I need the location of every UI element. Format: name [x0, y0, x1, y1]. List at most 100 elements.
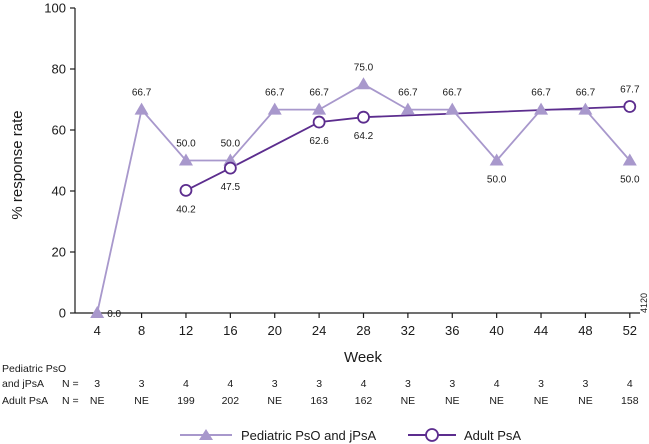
data-point-pediatric: [90, 306, 105, 318]
n-pediatric-value: 4: [361, 378, 367, 390]
x-tick-label: 4: [94, 323, 101, 338]
legend: Pediatric PsO and jPsA Adult PsA: [180, 428, 521, 443]
n-row-pediatric-values: 3 3 4 4 3 3 4 3 3 4 3 3 4: [94, 378, 633, 390]
x-tick-label: 8: [138, 323, 145, 338]
n-pediatric-value: 3: [272, 378, 278, 390]
data-label-pediatric: 50.0: [620, 175, 640, 186]
x-tick-label: 32: [401, 323, 415, 338]
n-row-pediatric-label-line1: Pediatric PsO: [2, 363, 66, 375]
data-point-pediatric: [489, 153, 504, 166]
data-point-pediatric: [134, 102, 149, 115]
y-tick-label: 100: [44, 1, 66, 16]
data-label-pediatric: 66.7: [398, 88, 418, 99]
y-tick-label: 40: [52, 184, 66, 199]
n-adult-value: NE: [534, 395, 549, 407]
n-row-pediatric-label-line2: and jPsA: [2, 378, 44, 390]
data-label-adult: 62.6: [309, 136, 329, 147]
data-label-pediatric: 66.7: [309, 88, 329, 99]
data-point-pediatric: [223, 153, 238, 166]
n-pediatric-value: 3: [583, 378, 589, 390]
data-point-pediatric: [445, 102, 460, 115]
data-label-pediatric: 75.0: [354, 62, 374, 73]
data-label-pediatric: 0.0: [107, 309, 121, 320]
data-point-pediatric: [356, 77, 371, 90]
data-point-adult: [312, 115, 326, 129]
n-row-adult-label: Adult PsA: [2, 395, 48, 407]
data-point-pediatric: [400, 102, 415, 115]
x-tick-label: 28: [356, 323, 370, 338]
n-adult-value: NE: [401, 395, 416, 407]
x-tick-label: 40: [489, 323, 503, 338]
x-tick-label: 44: [534, 323, 548, 338]
n-pediatric-value: 3: [94, 378, 100, 390]
data-point-adult: [357, 110, 370, 124]
data-point-pediatric: [178, 153, 193, 166]
n-adult-value: NE: [90, 395, 105, 407]
x-tick-label: 52: [623, 323, 637, 338]
n-row-adult-n-label: N =: [62, 395, 79, 407]
data-label-pediatric: 50.0: [487, 175, 507, 186]
data-label-pediatric: 66.7: [443, 88, 463, 99]
n-adult-value: NE: [578, 395, 593, 407]
n-adult-value: 199: [177, 395, 195, 407]
n-adult-value: 162: [355, 395, 373, 407]
n-row-pediatric-n-label: N =: [62, 378, 79, 390]
n-table: Pediatric PsO and jPsA N = Adult PsA N =…: [2, 363, 639, 407]
series-markers: [90, 77, 637, 318]
data-label-adult: 40.2: [176, 204, 196, 215]
data-label-adult: 47.5: [221, 182, 241, 193]
n-adult-value: 158: [621, 395, 639, 407]
y-tick-label: 80: [52, 62, 66, 77]
n-pediatric-value: 3: [139, 378, 145, 390]
n-pediatric-value: 4: [183, 378, 189, 390]
n-row-adult-values: NE NE 199 202 NE 163 162 NE NE NE NE NE 158: [90, 395, 639, 407]
x-axis-title: Week: [344, 349, 383, 366]
data-label-pediatric: 66.7: [132, 88, 152, 99]
x-tick-label: 24: [312, 323, 326, 338]
data-label-pediatric: 66.7: [531, 88, 551, 99]
legend-pediatric-label: Pediatric PsO and jPsA: [241, 428, 376, 443]
data-point-adult: [623, 100, 637, 113]
legend-adult-label: Adult PsA: [464, 428, 521, 443]
x-tick-label: 16: [223, 323, 237, 338]
n-adult-value: NE: [134, 395, 149, 407]
x-ticks: 4 8 12 16 20 24 28 32 36 40 44 48 52: [94, 313, 637, 338]
data-label-pediatric: 66.7: [265, 88, 285, 99]
x-tick-label: 36: [445, 323, 459, 338]
n-adult-value: 163: [310, 395, 328, 407]
data-label-pediatric: 50.0: [221, 139, 241, 150]
n-adult-value: NE: [445, 395, 460, 407]
n-pediatric-value: 4: [494, 378, 500, 390]
data-point-pediatric: [534, 102, 549, 115]
data-point-pediatric: [267, 102, 282, 115]
data-label-pediatric: 66.7: [576, 88, 596, 99]
y-ticks: 0 20 40 60 80 100: [44, 1, 75, 321]
n-adult-value: NE: [267, 395, 282, 407]
data-point-adult: [179, 183, 193, 197]
n-pediatric-value: 4: [227, 378, 233, 390]
legend-item-pediatric: Pediatric PsO and jPsA: [180, 428, 376, 443]
data-labels: 0.0 66.7 50.0 50.0 66.7 66.7 75.0 66.7 66.7 50.0 6…: [107, 62, 640, 320]
y-tick-label: 60: [52, 123, 66, 138]
data-point-pediatric: [578, 102, 593, 115]
x-tick-label: 12: [179, 323, 193, 338]
legend-pediatric-marker: [199, 429, 213, 440]
figure-id-annotation: 4120: [639, 293, 649, 313]
data-point-pediatric: [622, 153, 637, 166]
legend-item-adult: Adult PsA: [408, 428, 521, 443]
n-pediatric-value: 3: [316, 378, 322, 390]
data-point-adult: [223, 161, 237, 175]
n-pediatric-value: 3: [405, 378, 411, 390]
data-label-adult: 64.2: [354, 131, 374, 142]
n-pediatric-value: 4: [627, 378, 633, 390]
n-adult-value: 202: [222, 395, 240, 407]
y-tick-label: 0: [59, 306, 66, 321]
x-tick-label: 48: [578, 323, 592, 338]
n-pediatric-value: 3: [538, 378, 544, 390]
n-pediatric-value: 3: [449, 378, 455, 390]
series-line-adult: [185, 105, 630, 192]
y-axis-title: % response rate: [9, 110, 26, 219]
legend-adult-marker: [425, 428, 439, 442]
